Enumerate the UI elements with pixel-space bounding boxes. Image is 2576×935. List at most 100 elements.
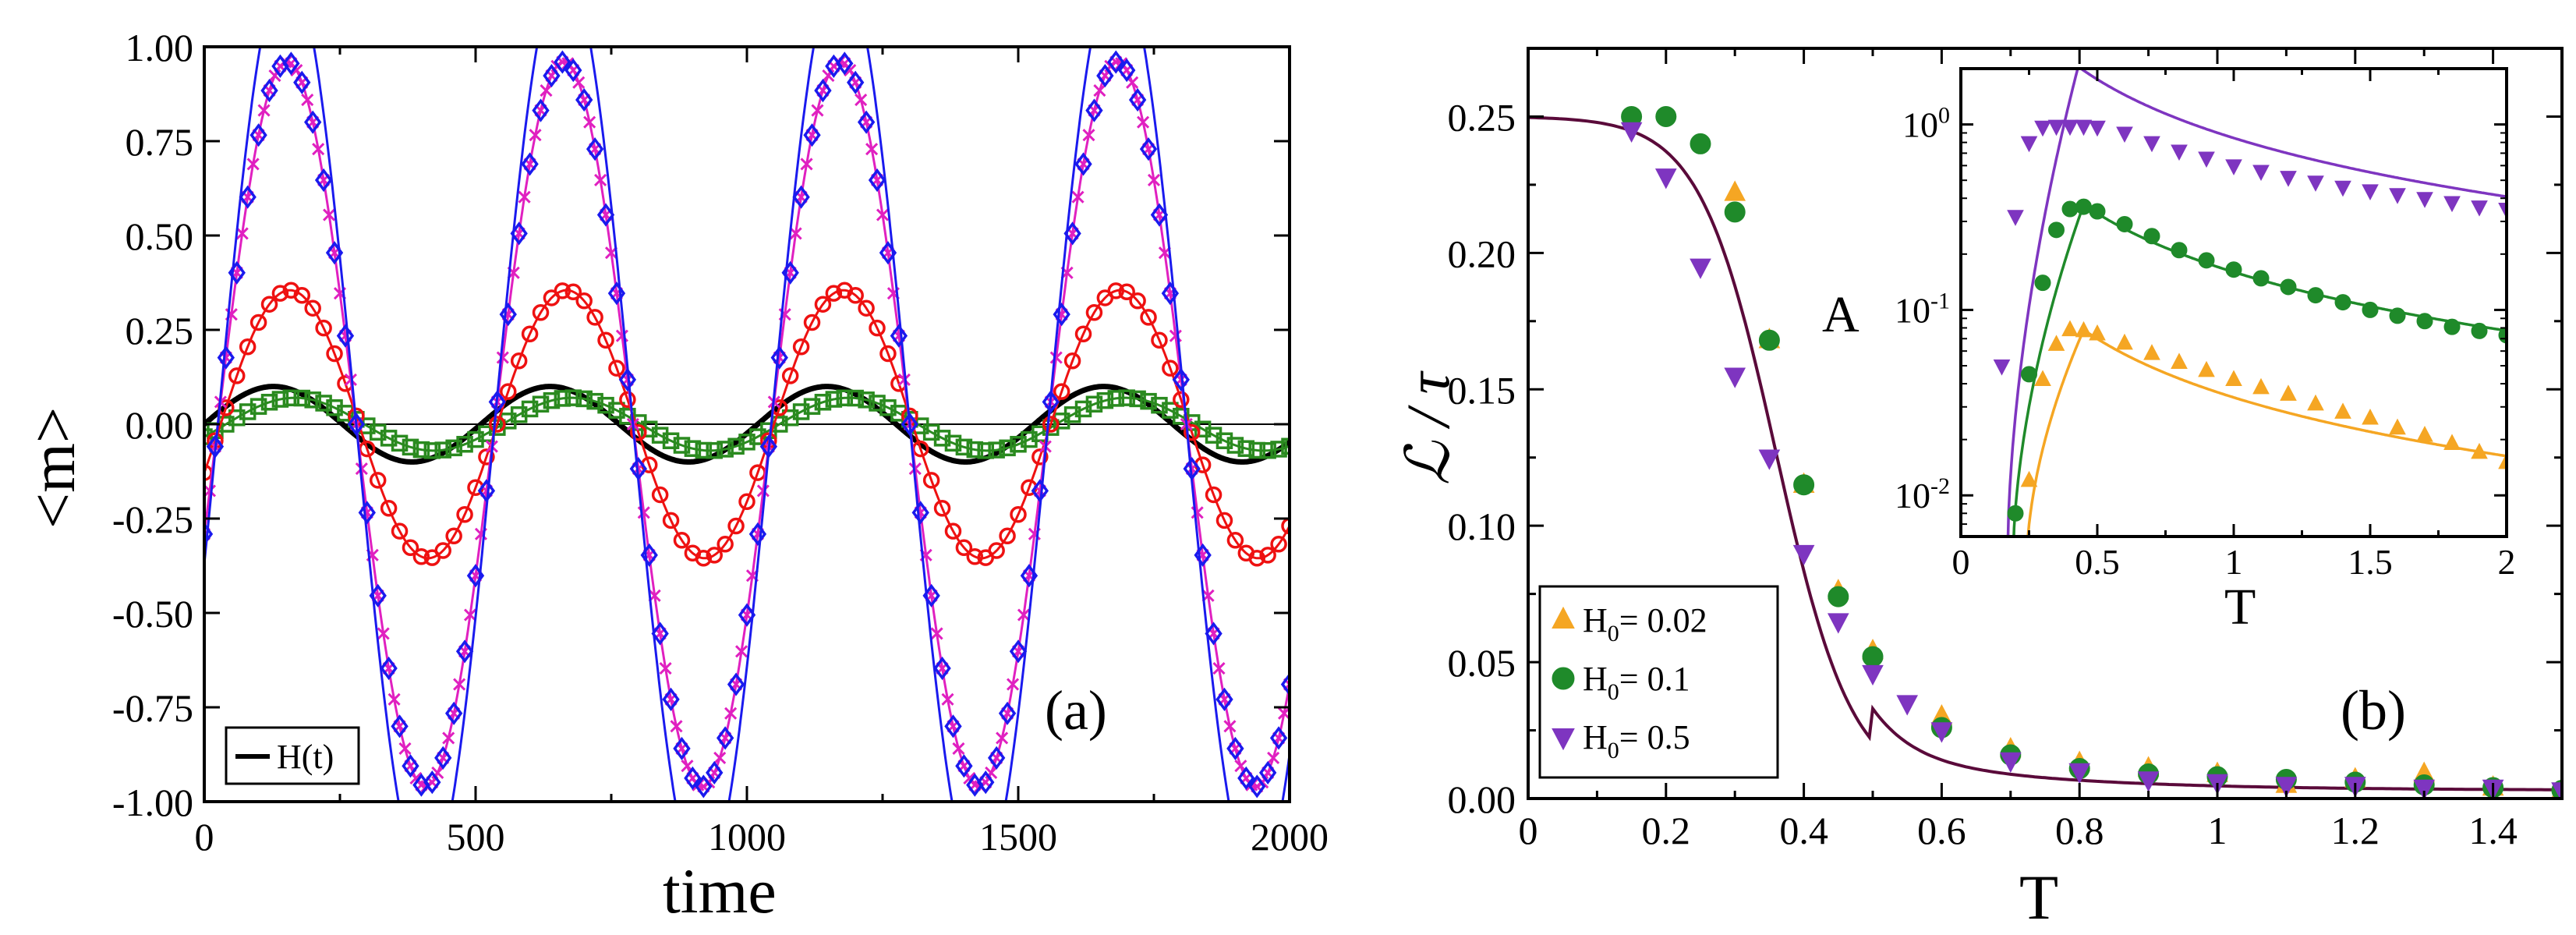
data-point (1792, 544, 1815, 566)
series-red-circles (204, 282, 1290, 567)
x-tick-label: 1 (2208, 809, 2227, 852)
data-point (204, 522, 214, 546)
panel-b-label: (b) (2341, 679, 2406, 742)
data-point (911, 501, 929, 525)
data-point (955, 438, 973, 456)
data-point (933, 656, 951, 681)
data-point (781, 367, 799, 384)
data-point (282, 389, 300, 407)
data-point (836, 389, 854, 407)
data-point (575, 292, 593, 310)
inset-data-point (2416, 192, 2433, 208)
data-point (941, 692, 954, 706)
data-point (673, 736, 691, 761)
data-point (1226, 437, 1244, 454)
data-point (998, 701, 1017, 725)
data-point (453, 678, 466, 691)
inset-y-tick-label: 10-2 (1895, 473, 1950, 515)
inset-axis-ticks: 0 0.5 1 1.5 2 10-2 10-1 100 (1895, 69, 2516, 582)
inset-data-point (2471, 442, 2488, 459)
data-point (727, 437, 745, 455)
data-point (1118, 389, 1135, 406)
inset-data-point (2225, 159, 2242, 175)
data-point (532, 98, 550, 122)
inset-data-point (2252, 377, 2270, 395)
data-point (1724, 201, 1746, 223)
data-point (1074, 325, 1092, 342)
data-point (380, 656, 398, 681)
panel-b-axis-ticks: 0 0.2 0.4 0.6 0.8 1 1.2 1.4 0.00 0.05 0.10 0.15 0.20… (1448, 48, 2562, 852)
data-point (412, 548, 430, 565)
data-point (1118, 58, 1136, 83)
data-point (391, 714, 409, 738)
data-point (1267, 751, 1280, 764)
inset-data-point (2225, 261, 2242, 278)
data-point (1724, 180, 1746, 201)
data-point (955, 754, 973, 778)
data-point (738, 603, 756, 627)
data-point (662, 432, 680, 449)
data-point (380, 499, 398, 517)
data-point (811, 104, 824, 117)
data-point (684, 440, 702, 457)
data-point (865, 143, 879, 156)
legend-label: H0= 0.02 (1583, 601, 1707, 646)
panel-b-ylabel: ℒ / τ (1394, 370, 1462, 486)
data-point (2275, 777, 2298, 798)
data-point (1237, 440, 1255, 457)
inset-series (1993, 69, 2507, 537)
data-point (235, 227, 249, 240)
data-point (2137, 771, 2160, 792)
data-point (1049, 351, 1063, 364)
data-point (814, 296, 832, 313)
inset-data-point (2171, 242, 2188, 259)
data-point (1258, 760, 1277, 784)
data-point (933, 430, 951, 447)
data-point (1655, 105, 1677, 127)
data-point (444, 701, 463, 725)
data-point (876, 208, 890, 221)
data-point (398, 742, 412, 755)
data-point (1205, 622, 1223, 646)
data-point (532, 395, 550, 413)
data-point (336, 324, 355, 348)
inset-data-point (2307, 394, 2324, 411)
inset-data-point (2471, 322, 2488, 339)
data-point (369, 472, 387, 489)
data-point (922, 472, 940, 489)
inset-data-point (2252, 270, 2270, 287)
data-point (575, 390, 593, 408)
data-point (1172, 367, 1190, 391)
data-point (456, 435, 473, 453)
inset-x-tick-label: 1.5 (2348, 542, 2393, 582)
data-point (1654, 168, 1677, 189)
data-point (868, 168, 886, 193)
legend-label-h: H(t) (277, 738, 334, 776)
data-point (738, 493, 755, 511)
data-point (869, 395, 886, 412)
inset-data-point (2334, 294, 2351, 311)
data-point (630, 423, 647, 441)
data-point (1093, 84, 1106, 97)
data-point (1107, 282, 1125, 299)
data-point (930, 627, 943, 640)
x-tick-label: 0.6 (1917, 809, 1966, 852)
data-point (1828, 586, 1849, 607)
data-point (391, 434, 409, 452)
data-point (564, 283, 582, 300)
data-point (445, 527, 462, 544)
inset-data-point (2416, 426, 2433, 442)
data-point (987, 746, 1006, 770)
data-point (402, 438, 419, 456)
data-point (1259, 547, 1276, 564)
data-point (1281, 437, 1290, 455)
data-point (717, 441, 734, 458)
data-point (1151, 331, 1168, 349)
data-point (1248, 774, 1266, 799)
data-point (1259, 441, 1276, 459)
x-tick-label: 1.4 (2468, 809, 2518, 852)
data-point (500, 383, 517, 400)
data-point (239, 185, 257, 209)
data-point (575, 87, 593, 112)
inset-data-point (2034, 370, 2051, 387)
